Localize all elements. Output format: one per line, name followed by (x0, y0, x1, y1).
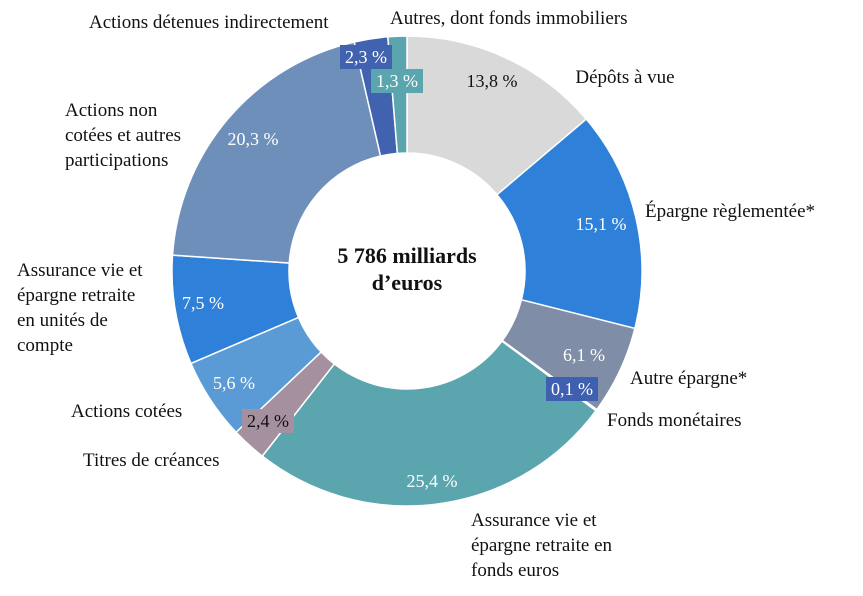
donut-hole (289, 153, 525, 389)
value-label-6: 5,6 % (213, 373, 255, 393)
value-label-1: 15,1 % (576, 214, 627, 234)
value-label-9: 2,3 % (345, 47, 387, 67)
value-label-2: 6,1 % (563, 345, 605, 365)
category-labels: Dépôts à vue Épargne règlementée* Autre ép… (17, 8, 815, 581)
value-label-box-10 (371, 69, 423, 93)
value-labels: 13,8 % 15,1 % 6,1 % 0,1 % 25,4 % 2,4 % 5,6 % 7,… (182, 47, 627, 491)
category-label-4: Assurance vie et épargne retraite en fonds… (471, 510, 613, 581)
category-label-3: Fonds monétaires (607, 410, 742, 431)
value-label-3: 0,1 % (551, 379, 593, 399)
center-label-line-2: d’euros (372, 270, 443, 295)
category-label-5: Titres de créances (83, 450, 219, 471)
value-label-box-9 (340, 45, 392, 69)
value-label-0: 13,8 % (467, 71, 518, 91)
donut-slices (171, 35, 643, 507)
category-label-6: Actions cotées (71, 401, 182, 422)
category-label-1: Épargne règlementée* (645, 200, 815, 222)
value-label-backgrounds (242, 45, 598, 433)
category-label-2: Autre épargne* (630, 368, 747, 389)
category-label-9: Actions détenues indirectement (89, 12, 329, 33)
category-label-0: Dépôts à vue (575, 67, 674, 88)
value-label-box-5 (242, 409, 294, 433)
value-label-8: 20,3 % (228, 129, 279, 149)
value-label-5: 2,4 % (247, 411, 289, 431)
category-label-8: Actions non cotées et autres participation… (65, 100, 181, 171)
value-label-10: 1,3 % (376, 71, 418, 91)
center-label-line-1: 5 786 milliards (337, 243, 477, 268)
category-label-7: Assurance vie et épargne retraite en unité… (17, 260, 143, 356)
category-label-10: Autres, dont fonds immobiliers (390, 8, 627, 29)
value-label-7: 7,5 % (182, 293, 224, 313)
value-label-box-3 (546, 377, 598, 401)
value-label-4: 25,4 % (407, 471, 458, 491)
